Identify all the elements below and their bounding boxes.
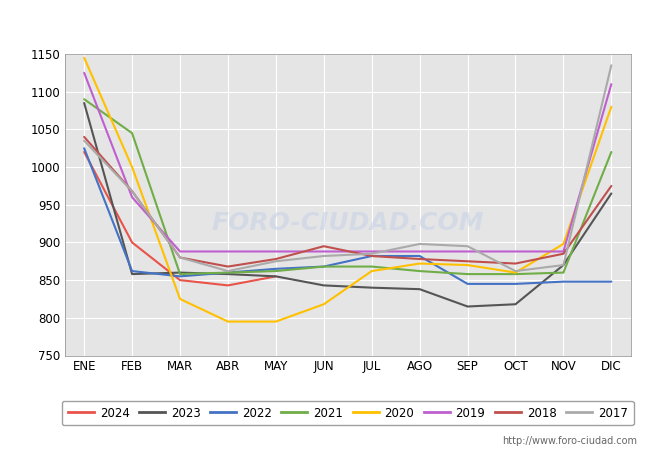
Legend: 2024, 2023, 2022, 2021, 2020, 2019, 2018, 2017: 2024, 2023, 2022, 2021, 2020, 2019, 2018…: [62, 400, 634, 425]
Text: Afiliados en Rus a 31/5/2024: Afiliados en Rus a 31/5/2024: [196, 16, 454, 34]
Text: FORO-CIUDAD.COM: FORO-CIUDAD.COM: [211, 211, 484, 235]
Text: http://www.foro-ciudad.com: http://www.foro-ciudad.com: [502, 436, 637, 446]
